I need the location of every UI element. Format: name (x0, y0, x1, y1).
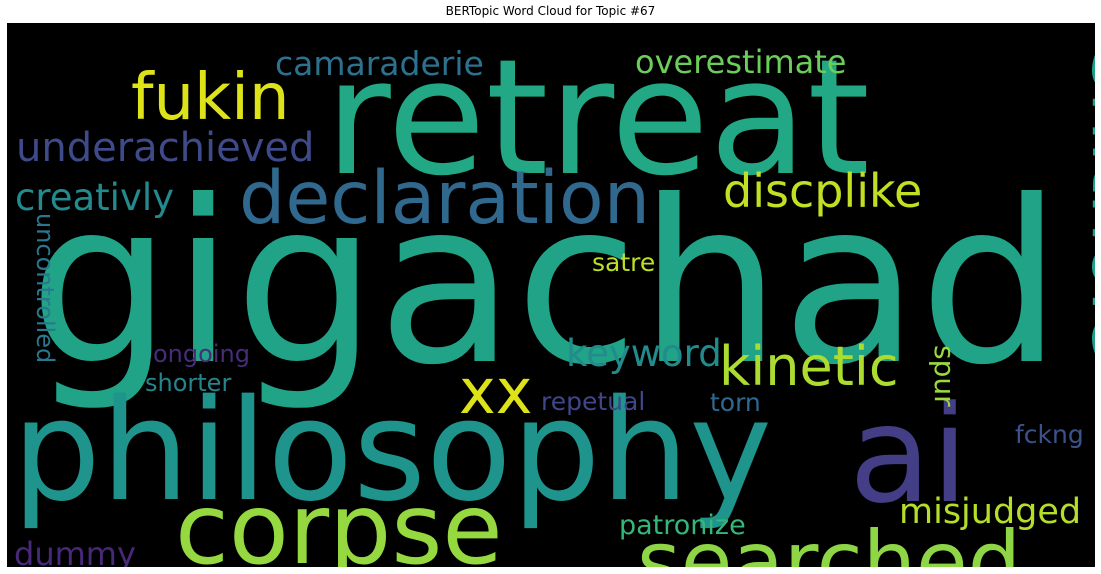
word-discplike: discplike (723, 164, 922, 218)
word-resurrect: resurrect (172, 563, 280, 567)
word-declaration: declaration (239, 156, 650, 241)
word-patronize: patronize (619, 510, 746, 541)
word-camaraderie: camaraderie (275, 44, 484, 83)
word-corpse: corpse (175, 473, 503, 567)
word-uncontrolled: uncontrolled (31, 213, 59, 363)
word-fckng: fckng (1015, 420, 1084, 449)
word-repetual: repetual (541, 387, 645, 416)
word-retreat: retreat (325, 24, 870, 211)
word-philosophy: philosophy (12, 370, 772, 533)
word-dummy: dummy (14, 535, 136, 567)
word-torn: torn (710, 388, 761, 417)
word-shithole: shithole (1074, 51, 1095, 360)
word-satre: satre (592, 248, 655, 277)
chart-title: BERTopic Word Cloud for Topic #67 (445, 4, 656, 18)
word-searched: searched (637, 513, 1021, 567)
word-cloud-background (7, 23, 1095, 567)
word-gigachad: gigachad (29, 153, 1062, 415)
word-cloud: gigachad retreat philosophy ai corpse searche… (7, 23, 1095, 567)
word-overestimate: overestimate (635, 43, 846, 81)
word-ongoing: ongoing (153, 340, 250, 368)
word-fukin: fukin (131, 61, 290, 135)
word-keyword: keyword (566, 332, 722, 375)
word-shorter: shorter (145, 369, 231, 397)
word-underachieved: underachieved (16, 125, 314, 171)
word-misjudged: misjudged (899, 492, 1081, 532)
word-xx: xx (459, 355, 532, 428)
word-kinetic: kinetic (719, 335, 899, 398)
word-creativly: creativly (15, 176, 174, 219)
word-riddle: riddle (398, 564, 466, 567)
word-spur: spur (928, 345, 961, 407)
word-ai: ai (849, 377, 968, 533)
